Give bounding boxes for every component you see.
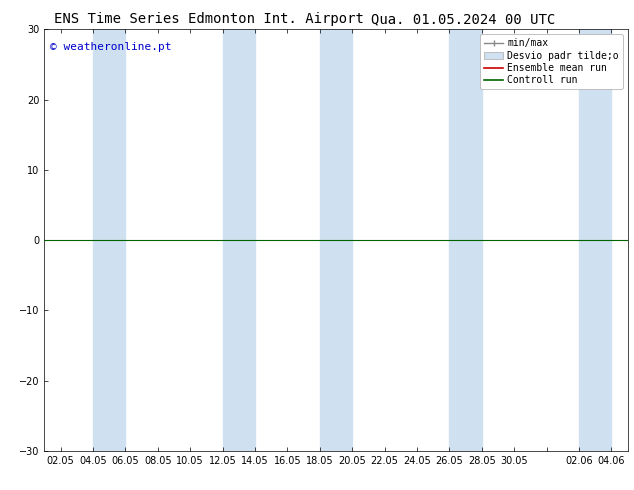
Text: ENS Time Series Edmonton Int. Airport: ENS Time Series Edmonton Int. Airport [55,12,364,26]
Bar [320,29,353,451]
Bar [450,29,482,451]
Bar [579,29,611,451]
Text: © weatheronline.pt: © weatheronline.pt [50,42,172,52]
Bar [93,29,126,451]
Bar [223,29,255,451]
Legend: min/max, Desvio padr tilde;o, Ensemble mean run, Controll run: min/max, Desvio padr tilde;o, Ensemble m… [480,34,623,89]
Text: Qua. 01.05.2024 00 UTC: Qua. 01.05.2024 00 UTC [371,12,555,26]
